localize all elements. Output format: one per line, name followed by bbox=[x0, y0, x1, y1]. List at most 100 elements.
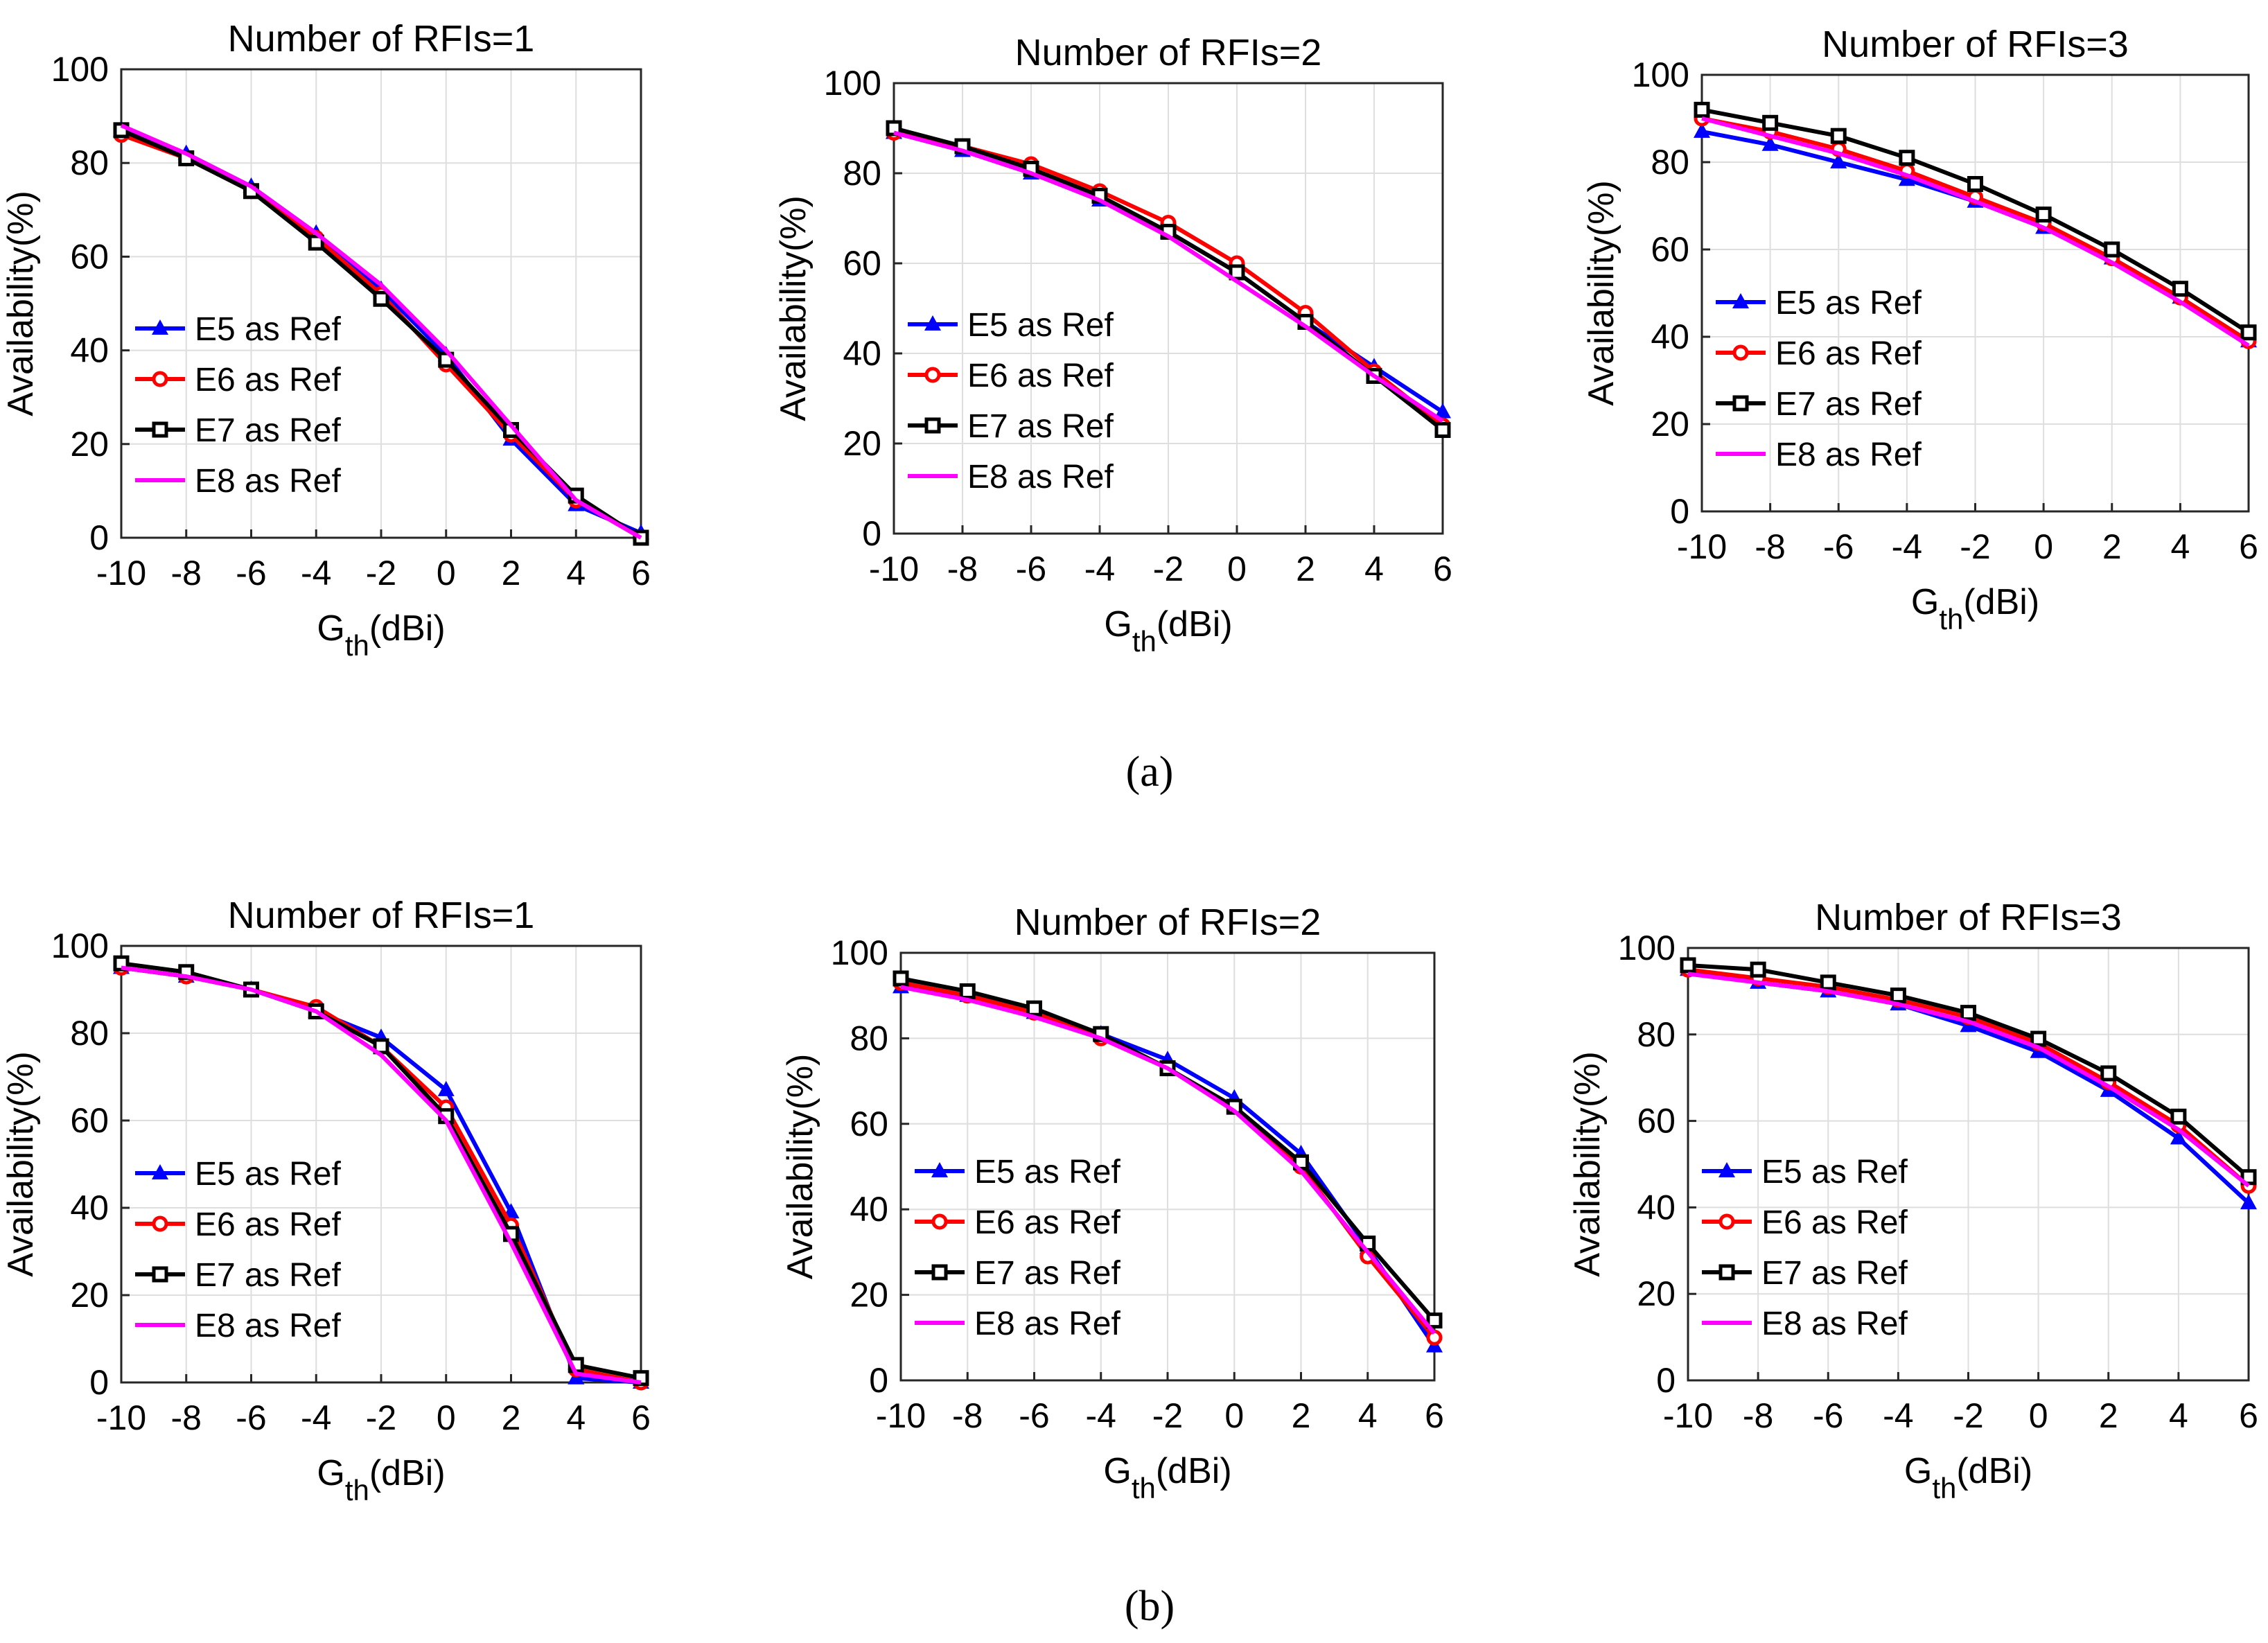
legend-swatch-marker bbox=[924, 417, 941, 434]
data-point bbox=[373, 290, 389, 307]
legend-item: E6 as Ref bbox=[908, 358, 1114, 394]
x-tick-label: 6 bbox=[2239, 527, 2258, 566]
y-tick-label: 100 bbox=[51, 50, 109, 89]
legend-label: E6 as Ref bbox=[974, 1204, 1120, 1241]
data-point bbox=[1434, 422, 1451, 438]
x-tick-label: -10 bbox=[876, 1396, 926, 1435]
legend-swatch-marker bbox=[924, 367, 941, 383]
x-tick-label: 0 bbox=[1224, 1396, 1244, 1435]
y-tick-label: 40 bbox=[850, 1190, 888, 1229]
series-e8-as-ref bbox=[893, 130, 1444, 423]
x-axis-label: Gth(dBi) bbox=[317, 1453, 445, 1506]
legend-item: E6 as Ref bbox=[135, 1206, 341, 1243]
x-tick-label: 2 bbox=[502, 554, 521, 592]
legend-item: E7 as Ref bbox=[908, 408, 1114, 445]
y-tick-label: 60 bbox=[1651, 230, 1689, 269]
legend-item: E8 as Ref bbox=[908, 459, 1114, 495]
x-tick-label: 6 bbox=[631, 554, 651, 592]
y-axis-label: Availability(%) bbox=[773, 195, 814, 421]
legend-label: E7 as Ref bbox=[195, 412, 341, 449]
legend-label: E8 as Ref bbox=[195, 463, 341, 500]
y-tick-label: 60 bbox=[843, 244, 881, 283]
x-tick-label: 0 bbox=[1227, 550, 1247, 588]
y-tick-label: 80 bbox=[1637, 1015, 1676, 1054]
x-tick-label: 2 bbox=[2102, 527, 2122, 566]
x-tick-label: -4 bbox=[1892, 527, 1922, 566]
data-point bbox=[1967, 176, 1983, 192]
series-e8-as-ref bbox=[121, 965, 642, 1385]
data-point bbox=[2030, 1030, 2047, 1047]
y-tick-label: 0 bbox=[862, 514, 881, 553]
y-tick-label: 20 bbox=[1637, 1274, 1676, 1313]
y-tick-label: 100 bbox=[824, 64, 881, 103]
legend-swatch-marker bbox=[931, 1162, 948, 1177]
x-tick-label: 6 bbox=[1433, 550, 1452, 588]
legend-swatch-marker bbox=[931, 1264, 948, 1281]
series-line bbox=[120, 123, 642, 540]
x-tick-label: 2 bbox=[1292, 1396, 1311, 1435]
y-axis-label: Availability(%) bbox=[1, 191, 41, 416]
legend-item: E5 as Ref bbox=[135, 311, 341, 348]
x-tick-label: -6 bbox=[236, 1398, 266, 1437]
data-point bbox=[1899, 150, 1915, 166]
chart-title: Number of RFIs=2 bbox=[1014, 902, 1321, 943]
data-point bbox=[1750, 961, 1766, 978]
data-point bbox=[2104, 241, 2120, 258]
y-tick-label: 20 bbox=[70, 425, 109, 464]
chart-title: Number of RFIs=3 bbox=[1822, 24, 2129, 65]
data-point bbox=[2240, 324, 2257, 341]
y-tick-label: 80 bbox=[843, 154, 881, 193]
x-tick-label: 4 bbox=[566, 1398, 586, 1437]
legend-label: E7 as Ref bbox=[1761, 1255, 1908, 1292]
legend-label: E5 as Ref bbox=[195, 1156, 341, 1193]
legend-label: E7 as Ref bbox=[967, 408, 1114, 445]
y-tick-label: 40 bbox=[843, 334, 881, 373]
y-tick-label: 20 bbox=[1651, 405, 1689, 443]
x-tick-label: 4 bbox=[2170, 527, 2190, 566]
x-tick-label: -10 bbox=[1663, 1396, 1713, 1435]
series-e8-as-ref bbox=[900, 985, 1436, 1335]
legend-item: E8 as Ref bbox=[915, 1306, 1120, 1342]
y-tick-label: 100 bbox=[1632, 55, 1689, 94]
legend-label: E8 as Ref bbox=[195, 1308, 341, 1344]
y-tick-label: 0 bbox=[89, 518, 109, 557]
legend: E5 as Ref E6 as Ref E7 as Ref E8 as Ref bbox=[1702, 1154, 1908, 1342]
legend-swatch-marker bbox=[152, 1164, 168, 1179]
legend-label: E8 as Ref bbox=[1775, 437, 1922, 473]
x-tick-label: -2 bbox=[1152, 1396, 1183, 1435]
x-tick-label: 0 bbox=[437, 554, 456, 592]
x-axis-label: Gth(dBi) bbox=[1103, 1451, 1231, 1504]
data-point bbox=[1026, 1000, 1042, 1017]
legend-swatch-marker bbox=[152, 371, 168, 387]
y-axis-label: Availability(%) bbox=[780, 1054, 820, 1280]
x-tick-label: 0 bbox=[437, 1398, 456, 1437]
data-point bbox=[1762, 114, 1779, 131]
x-tick-label: 0 bbox=[2034, 527, 2053, 566]
legend: E5 as Ref E6 as Ref E7 as Ref E8 as Ref bbox=[135, 1156, 341, 1344]
legend-label: E6 as Ref bbox=[195, 362, 341, 398]
x-tick-label: -4 bbox=[1086, 1396, 1116, 1435]
y-axis-label: Availability(%) bbox=[1, 1051, 41, 1277]
chart-title: Number of RFIs=2 bbox=[1015, 32, 1322, 73]
x-tick-label: -8 bbox=[952, 1396, 983, 1435]
data-point bbox=[1694, 101, 1710, 118]
legend-item: E5 as Ref bbox=[135, 1156, 341, 1193]
x-tick-label: -6 bbox=[236, 554, 266, 592]
legend-swatch-marker bbox=[152, 1215, 168, 1232]
data-point bbox=[1694, 122, 1710, 138]
y-tick-label: 0 bbox=[1656, 1361, 1676, 1400]
x-tick-label: 4 bbox=[1358, 1396, 1378, 1435]
y-tick-label: 60 bbox=[70, 1101, 109, 1140]
legend-label: E5 as Ref bbox=[1775, 285, 1922, 322]
series-line bbox=[121, 965, 642, 1385]
y-tick-label: 60 bbox=[70, 237, 109, 276]
legend-swatch-marker bbox=[1718, 1162, 1735, 1177]
x-tick-label: -4 bbox=[301, 554, 331, 592]
x-tick-label: 4 bbox=[1364, 550, 1384, 588]
x-tick-label: -2 bbox=[1960, 527, 1990, 566]
